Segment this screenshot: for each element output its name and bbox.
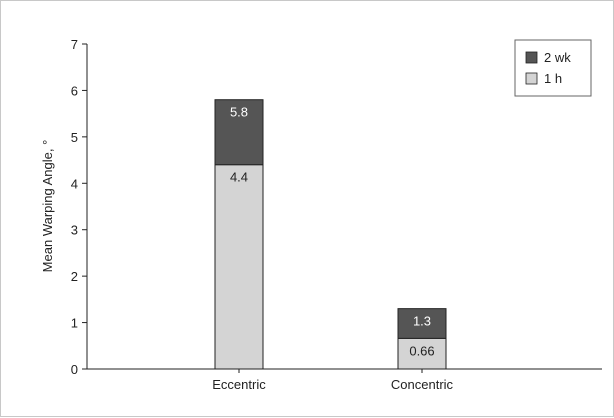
y-ticks: 0 1 2 3 4 5 6 7 [71, 37, 87, 377]
legend: 2 wk 1 h [514, 39, 592, 97]
legend-box [514, 39, 592, 97]
x-tick-label: Eccentric [212, 377, 266, 392]
legend-swatch-2wk [525, 51, 538, 64]
y-tick-label: 1 [71, 316, 78, 331]
bar-segment-1h-eccentric [214, 164, 264, 370]
x-tick-label: Concentric [391, 377, 454, 392]
legend-swatch-1h [525, 72, 538, 85]
x-tick-labels: Eccentric Concentric [212, 369, 454, 392]
legend-label-2wk: 2 wk [544, 50, 571, 65]
data-label: 5.8 [230, 105, 248, 120]
y-tick-label: 3 [71, 223, 78, 238]
axes [86, 44, 602, 370]
y-tick-label: 6 [71, 83, 78, 98]
y-tick-label: 5 [71, 130, 78, 145]
y-tick-label: 7 [71, 37, 78, 52]
bar-segment-2wk-eccentric [214, 99, 264, 166]
bars: 4.4 5.8 0.66 1.3 [214, 99, 447, 370]
bar-segment-2wk-concentric [397, 308, 447, 339]
y-tick-label: 4 [71, 176, 78, 191]
y-tick-label: 2 [71, 269, 78, 284]
data-label: 4.4 [230, 170, 248, 185]
data-label: 1.3 [413, 314, 431, 329]
y-tick-label: 0 [71, 362, 78, 377]
legend-label-1h: 1 h [544, 71, 562, 86]
y-axis-title: Mean Warping Angle, ° [40, 140, 55, 273]
data-label: 0.66 [409, 343, 434, 358]
